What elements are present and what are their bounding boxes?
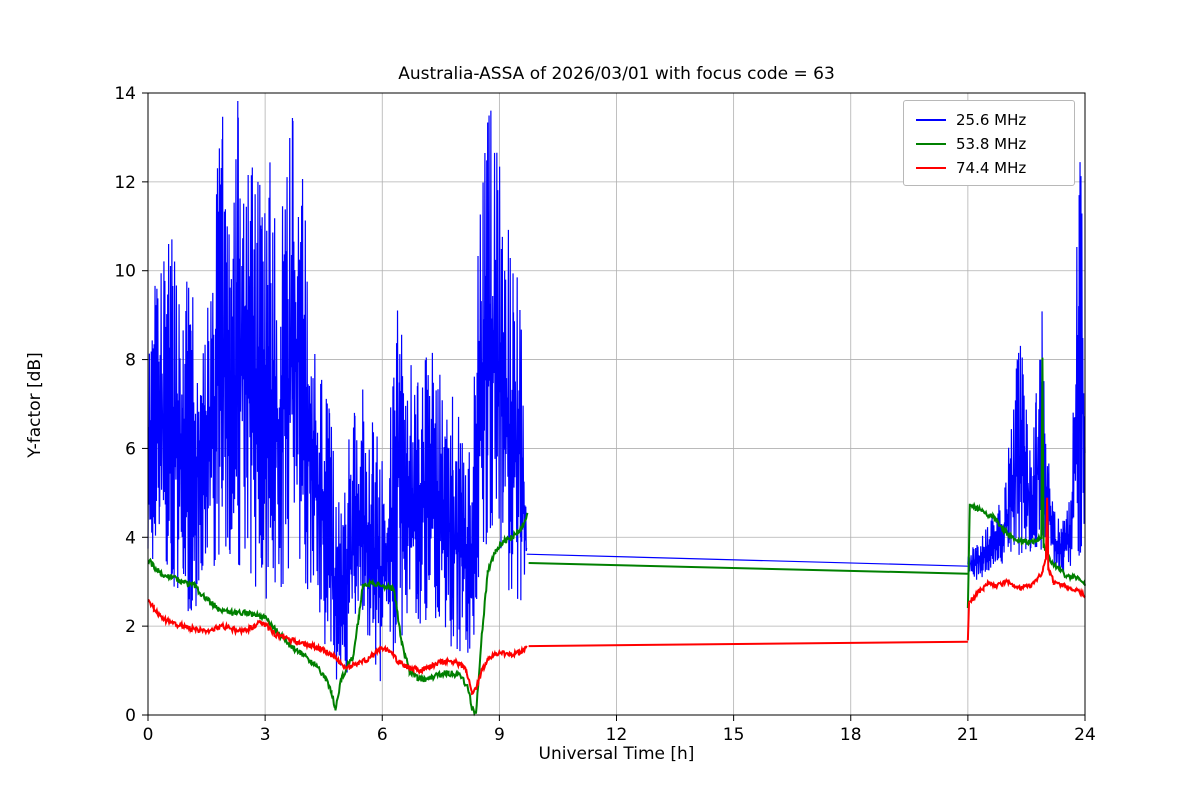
x-tick-label: 9 [494, 725, 505, 745]
x-tick-label: 3 [260, 725, 271, 745]
ticks [142, 92, 1086, 721]
legend: 25.6 MHz 53.8 MHz 74.4 MHz [903, 100, 1075, 186]
legend-label: 53.8 MHz [956, 135, 1027, 153]
legend-swatch [916, 167, 946, 169]
legend-item: 53.8 MHz [912, 132, 1066, 156]
legend-swatch [916, 119, 946, 121]
chart-title: Australia-ASSA of 2026/03/01 with focus … [398, 64, 835, 84]
y-tick-label: 14 [114, 84, 136, 104]
y-tick-label: 4 [125, 528, 136, 548]
y-tick-label: 2 [125, 617, 136, 637]
legend-item: 74.4 MHz [912, 156, 1066, 180]
x-tick-label: 6 [377, 725, 388, 745]
y-tick-label: 10 [114, 262, 136, 282]
x-tick-label: 18 [840, 725, 862, 745]
y-tick-label: 8 [125, 351, 136, 371]
x-tick-label: 0 [143, 725, 154, 745]
legend-label: 74.4 MHz [956, 159, 1027, 177]
y-tick-label: 0 [125, 706, 136, 726]
x-tick-label: 21 [957, 725, 979, 745]
legend-item: 25.6 MHz [912, 108, 1066, 132]
x-tick-label: 12 [606, 725, 628, 745]
series-53-8-mhz [147, 357, 1086, 717]
y-tick-label: 12 [114, 173, 136, 193]
y-axis-label: Y-factor [dB] [25, 352, 45, 458]
legend-label: 25.6 MHz [956, 111, 1027, 129]
x-tick-label: 15 [723, 725, 745, 745]
x-axis-label: Universal Time [h] [538, 744, 695, 764]
legend-swatch [916, 143, 946, 145]
y-tick-label: 6 [125, 439, 136, 459]
x-tick-label: 24 [1074, 725, 1096, 745]
series-74-4-mhz [147, 497, 1086, 696]
